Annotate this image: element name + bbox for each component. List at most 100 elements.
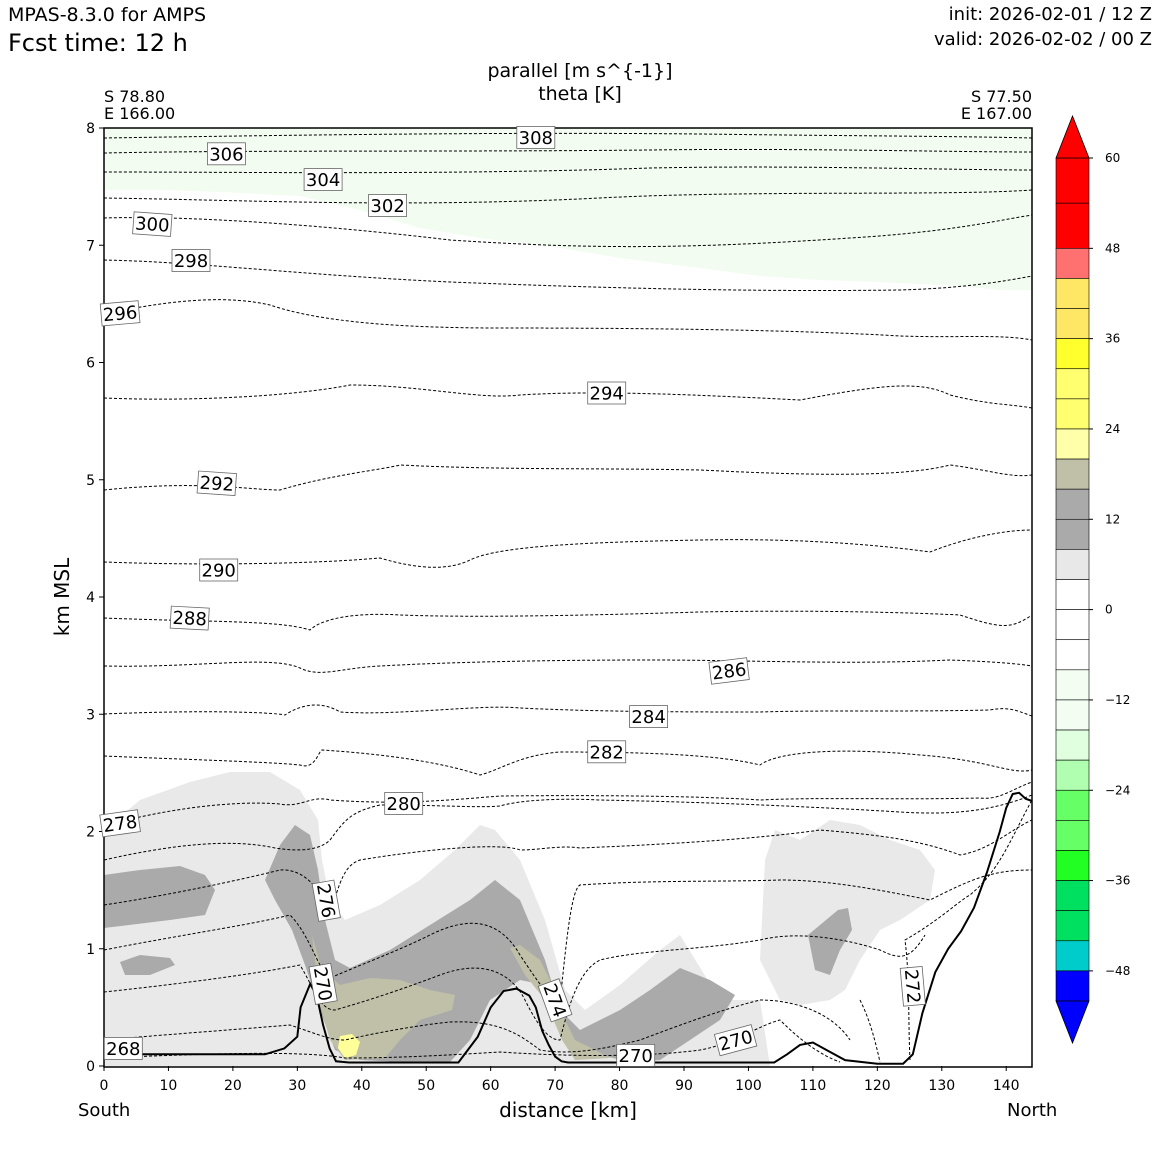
theta-label: 270 bbox=[616, 1044, 656, 1067]
colorbar-segment bbox=[1055, 820, 1090, 851]
theta-label-box bbox=[303, 168, 343, 192]
theta-label-box bbox=[899, 965, 926, 1007]
theta-label-text: 296 bbox=[102, 302, 138, 326]
theta-contour-line bbox=[104, 659, 1032, 673]
colorbar-tick-label: −12 bbox=[1105, 693, 1130, 707]
north-end-label: North bbox=[1007, 1100, 1058, 1121]
colorbar-tick-label: −24 bbox=[1105, 783, 1130, 797]
theta-label-box bbox=[169, 605, 210, 631]
colorbar-tick-label: 12 bbox=[1105, 512, 1120, 526]
theta-label-box bbox=[708, 657, 750, 685]
start-latitude: S 78.80 bbox=[104, 87, 166, 106]
theta-contour-line bbox=[104, 529, 1032, 568]
colorbar-segment bbox=[1055, 428, 1090, 460]
colorbar-segment bbox=[1055, 789, 1090, 821]
colorbar-segment bbox=[1055, 458, 1090, 490]
theta-label-text: 294 bbox=[590, 384, 624, 405]
colorbar-segment bbox=[1055, 398, 1090, 430]
x-tick-label: 80 bbox=[611, 1078, 629, 1094]
theta-label-box bbox=[629, 705, 668, 728]
theta-contour-line bbox=[104, 749, 1032, 776]
colorbar-tick-label: 0 bbox=[1105, 603, 1113, 617]
y-tick-label: 5 bbox=[86, 473, 95, 489]
theta-label-box bbox=[199, 558, 239, 582]
y-tick-label: 7 bbox=[86, 238, 95, 254]
theta-label: 284 bbox=[629, 705, 668, 728]
theta-contour-line bbox=[104, 934, 926, 1041]
theta-label: 276 bbox=[311, 879, 341, 922]
theta-label: 300 bbox=[132, 211, 173, 237]
theta-label: 302 bbox=[368, 193, 408, 217]
theta-label-box bbox=[132, 211, 173, 237]
theta-label-text: 302 bbox=[370, 196, 404, 217]
theta-label: 272 bbox=[899, 965, 926, 1007]
colorbar-segment bbox=[1055, 368, 1090, 400]
theta-label: 306 bbox=[206, 142, 246, 165]
x-tick-label: 120 bbox=[864, 1078, 891, 1094]
olive-shade-left bbox=[312, 935, 455, 1060]
theta-label-text: 270 bbox=[619, 1046, 653, 1067]
theta-contour-line bbox=[104, 214, 1032, 248]
theta-label: 282 bbox=[587, 740, 627, 763]
theta-label-text: 268 bbox=[106, 1039, 140, 1060]
x-tick-label: 110 bbox=[800, 1078, 827, 1094]
theta-contour-line bbox=[104, 384, 1032, 409]
x-tick-label: 10 bbox=[160, 1078, 178, 1094]
colorbar: 60 48 36 24 12 0 −12 −24 −36 −48 bbox=[1055, 114, 1130, 1045]
y-tick-label: 8 bbox=[86, 121, 95, 137]
theta-contour-line bbox=[104, 166, 1032, 174]
theta-contour-line bbox=[104, 259, 1032, 292]
theta-contour-line bbox=[859, 999, 881, 1063]
theta-label: 268 bbox=[103, 1037, 143, 1060]
theta-contour-line bbox=[104, 794, 1032, 861]
init-time-label: init: 2026-02-01 / 12 Z bbox=[948, 4, 1152, 25]
colorbar-segment bbox=[1055, 669, 1090, 701]
theta-contour-line bbox=[104, 132, 1032, 139]
contour-field-title: theta [K] bbox=[538, 83, 622, 105]
end-latitude: S 77.50 bbox=[970, 87, 1032, 106]
y-tick-label: 4 bbox=[86, 590, 95, 606]
theta-contour-line bbox=[104, 464, 1032, 491]
theta-label-text: 304 bbox=[306, 170, 340, 191]
theta-contour-line bbox=[104, 704, 1032, 717]
colorbar-segment bbox=[1055, 338, 1090, 370]
darkgray-shade-left bbox=[104, 866, 215, 928]
x-tick-label: 60 bbox=[482, 1078, 500, 1094]
colorbar-segment bbox=[1055, 518, 1090, 550]
theta-contour-line bbox=[104, 869, 1032, 1001]
x-tick-label: 100 bbox=[735, 1078, 762, 1094]
theta-label-text: 282 bbox=[590, 742, 624, 763]
theta-label: 286 bbox=[708, 657, 750, 685]
theta-contour-line bbox=[104, 299, 1032, 341]
theta-contour-layer bbox=[104, 132, 1032, 1063]
colorbar-segment bbox=[1055, 488, 1090, 520]
x-tick-label: 140 bbox=[993, 1078, 1020, 1094]
colorbar-tick-label: 36 bbox=[1105, 332, 1120, 346]
colorbar-tick-label: 24 bbox=[1105, 422, 1120, 436]
theta-label-box bbox=[384, 792, 424, 815]
colorbar-segment bbox=[1055, 549, 1090, 580]
y-tick-label: 3 bbox=[86, 707, 95, 723]
x-tick-label: 90 bbox=[675, 1078, 693, 1094]
theta-label: 292 bbox=[196, 470, 237, 497]
colorbar-tick-label: 60 bbox=[1105, 151, 1120, 165]
colorbar-segment bbox=[1055, 910, 1090, 942]
theta-label-text: 272 bbox=[900, 968, 924, 1004]
theta-label-box bbox=[537, 978, 573, 1023]
theta-contour-line bbox=[104, 819, 1032, 917]
start-longitude: E 166.00 bbox=[104, 104, 176, 123]
colorbar-segment bbox=[1055, 308, 1090, 339]
theta-label-box bbox=[616, 1044, 656, 1067]
theta-label-box bbox=[516, 125, 556, 149]
colorbar-segment bbox=[1055, 639, 1090, 671]
forecast-time-label: Fcst time: 12 h bbox=[8, 29, 188, 57]
theta-label-text: 290 bbox=[202, 561, 236, 582]
theta-label-box bbox=[713, 1024, 758, 1057]
colorbar-segment bbox=[1055, 202, 1090, 249]
theta-label: 298 bbox=[171, 249, 211, 272]
colorbar-segment bbox=[1055, 278, 1090, 309]
colorbar-segment bbox=[1055, 699, 1090, 731]
theta-label-text: 286 bbox=[711, 659, 748, 684]
